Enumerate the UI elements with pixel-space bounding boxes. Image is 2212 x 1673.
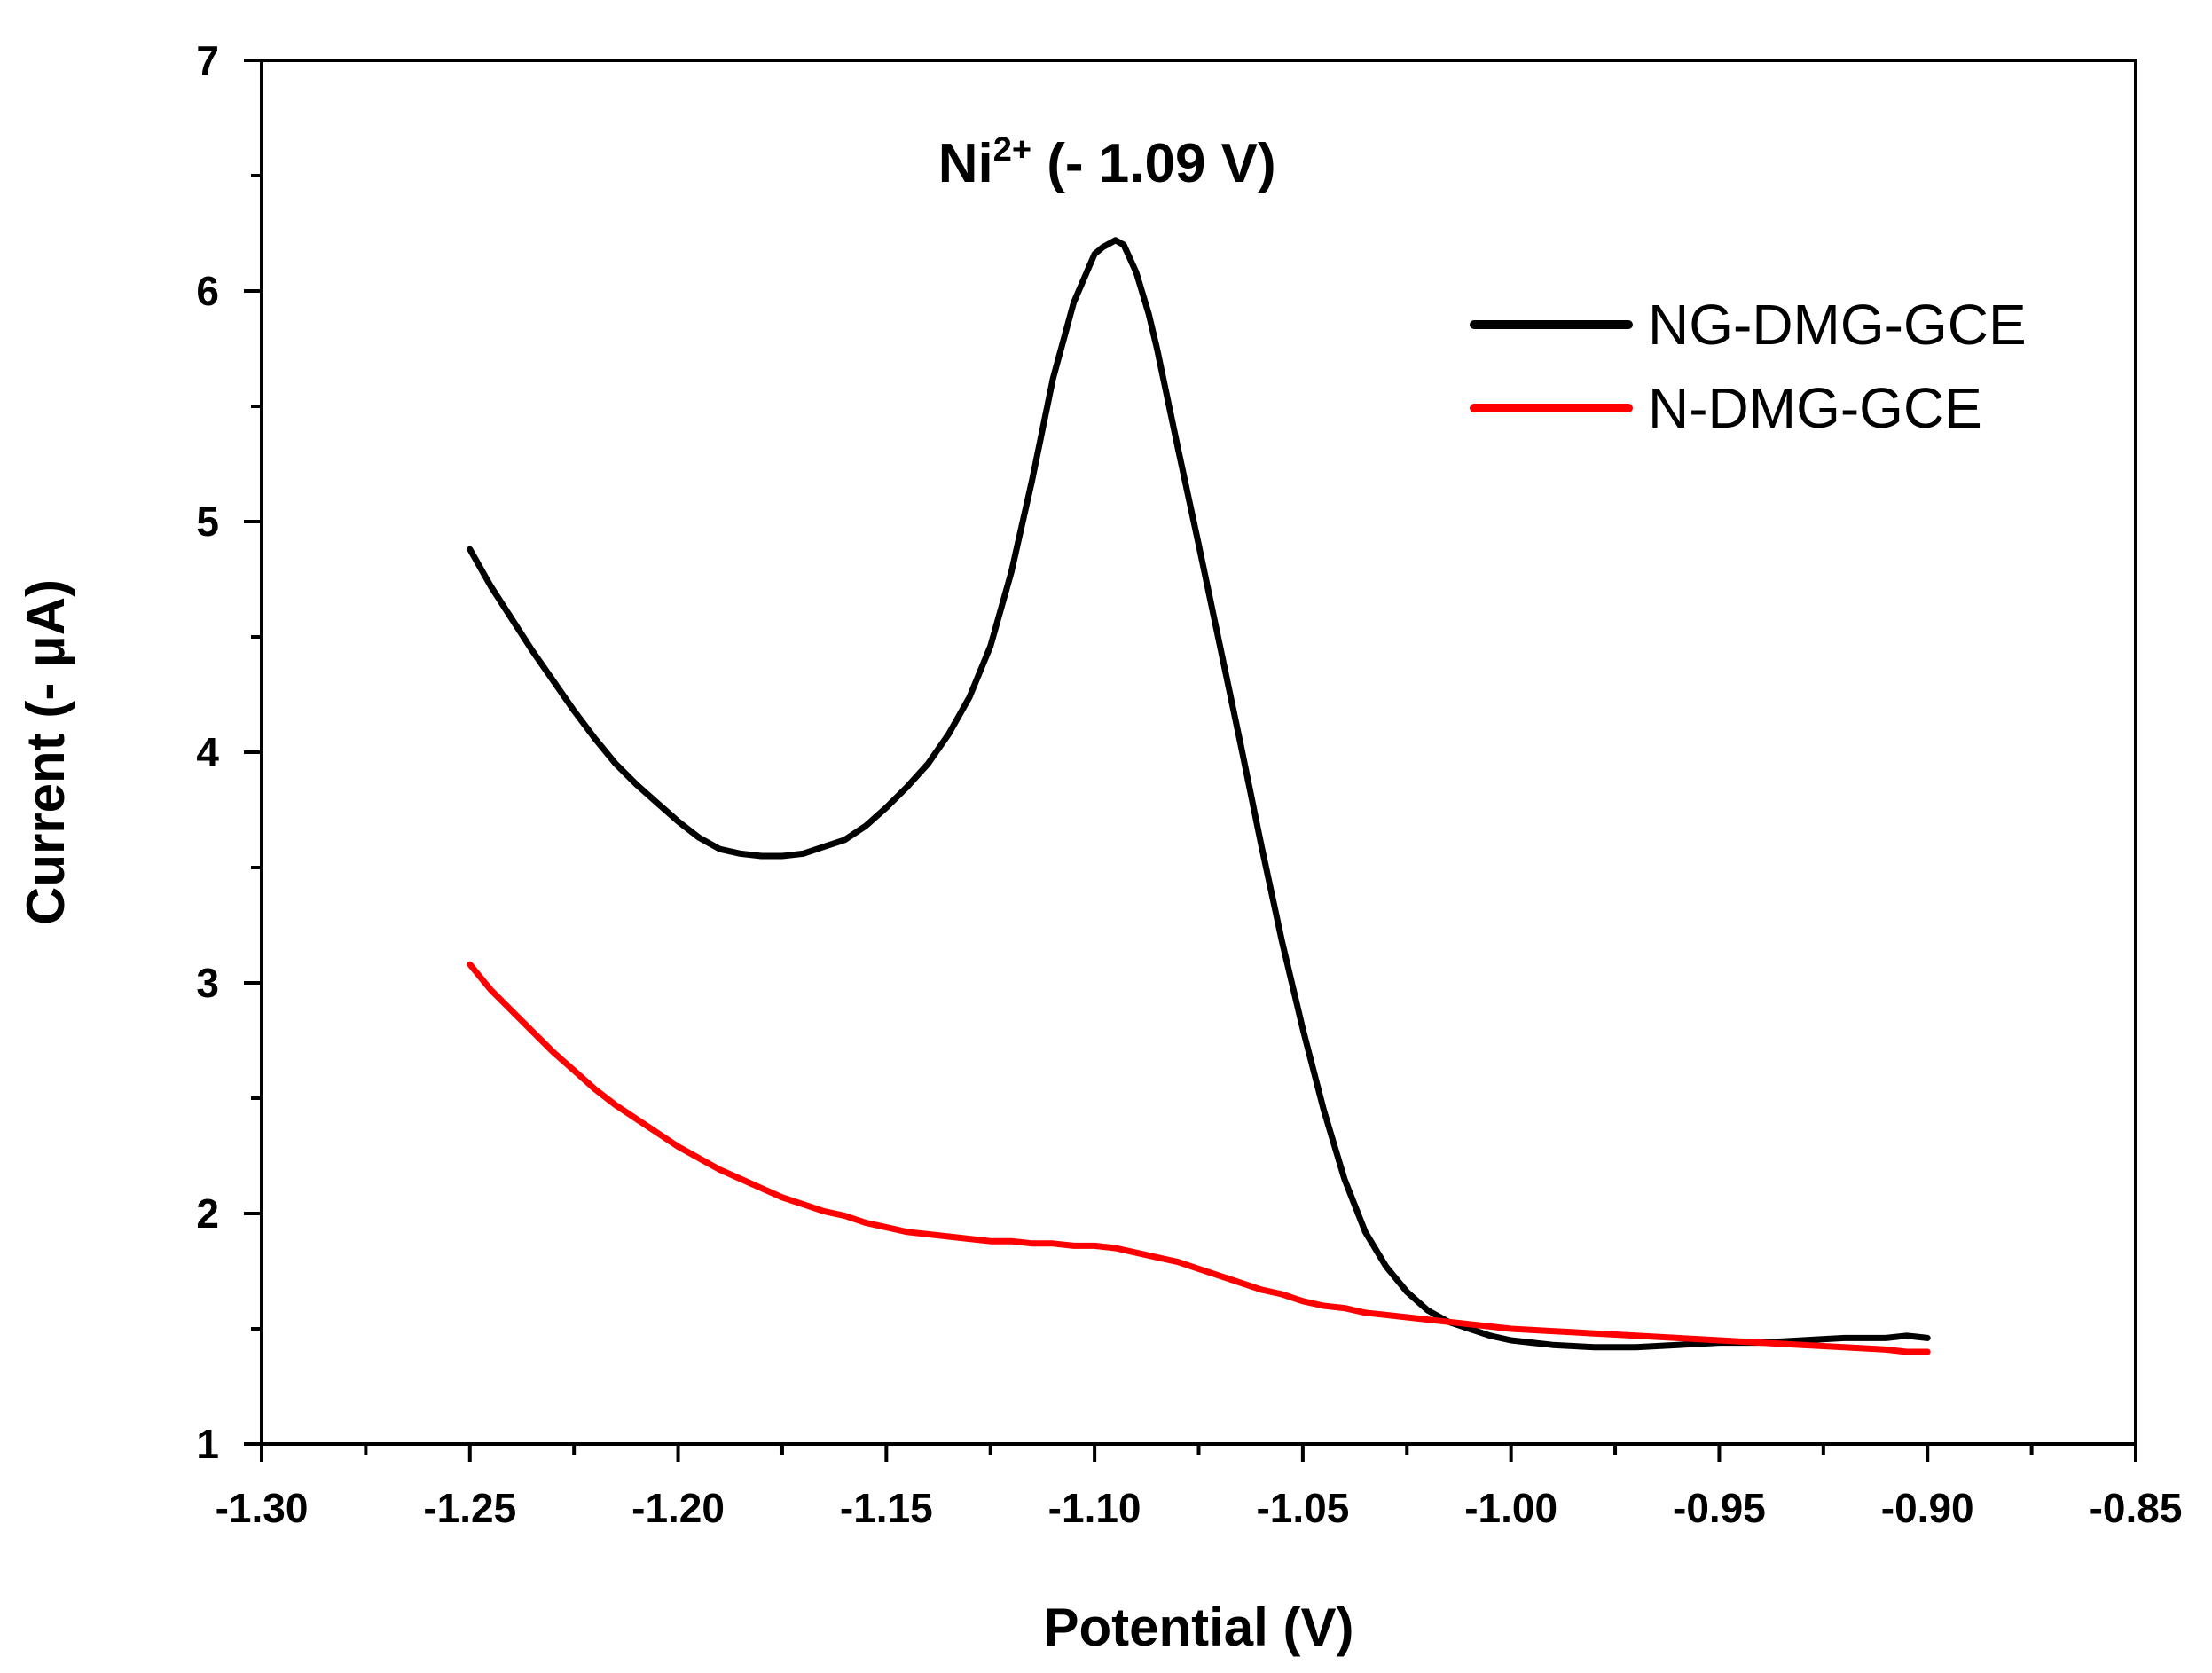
y-axis-title: Current (- μA) — [16, 579, 75, 925]
y-tick-label: 7 — [196, 37, 219, 83]
y-axis-ticks: 1 2 3 4 5 6 7 — [196, 37, 262, 1467]
x-tick-label: -1.15 — [840, 1485, 933, 1531]
y-tick-label: 2 — [196, 1190, 219, 1237]
y-tick-label: 3 — [196, 960, 219, 1006]
annotation-rest: (- 1.09 V) — [1031, 133, 1276, 194]
x-tick-label: -1.30 — [216, 1485, 309, 1531]
legend: NG-DMG-GCE N-DMG-GCE — [1470, 293, 2027, 440]
x-tick-label: -0.90 — [1881, 1485, 1974, 1531]
series-layer — [467, 237, 1931, 1355]
x-tick-label: -1.25 — [423, 1485, 516, 1531]
annotation-superscript: 2+ — [993, 131, 1031, 169]
y-tick-label: 6 — [196, 268, 219, 314]
y-tick-label: 4 — [196, 729, 219, 775]
x-axis-title: Potential (V) — [1043, 1598, 1353, 1657]
x-tick-label: -0.95 — [1673, 1485, 1766, 1531]
legend-label: NG-DMG-GCE — [1648, 293, 2027, 357]
x-tick-label: -1.05 — [1256, 1485, 1349, 1531]
y-tick-label: 1 — [196, 1421, 219, 1467]
x-tick-label: -1.20 — [631, 1485, 725, 1531]
series-line-1 — [467, 237, 1931, 1351]
series-line-2 — [467, 961, 1931, 1355]
legend-label: N-DMG-GCE — [1648, 376, 1982, 440]
peak-annotation: Ni2+ (- 1.09 V) — [938, 131, 1276, 194]
x-tick-label: -1.00 — [1464, 1485, 1557, 1531]
annotation-base: Ni — [938, 133, 993, 194]
x-axis-ticks: -1.30 -1.25 -1.20 -1.15 -1.10 -1.05 -1.00 -0.95… — [216, 1444, 2183, 1531]
y-tick-label: 5 — [196, 499, 219, 545]
x-tick-label: -1.10 — [1048, 1485, 1141, 1531]
x-tick-label: -0.85 — [2090, 1485, 2183, 1531]
